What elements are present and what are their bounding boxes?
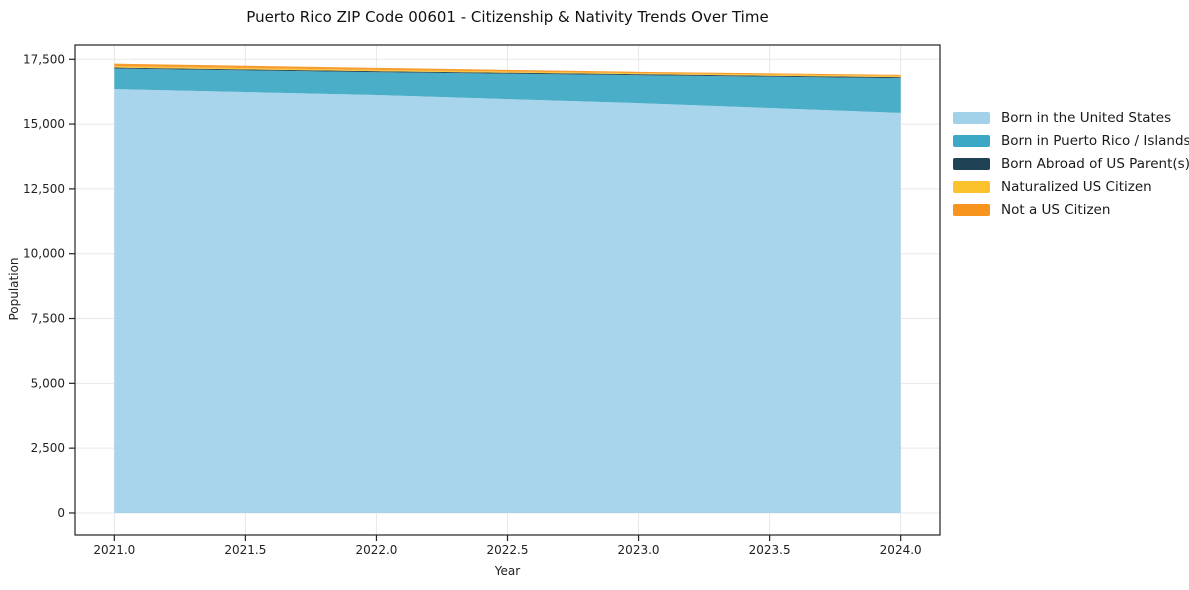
y-tick-label: 12,500 — [23, 182, 65, 196]
x-tick-label: 2023.0 — [618, 543, 660, 557]
legend-label: Born in the United States — [1001, 109, 1172, 126]
legend-item-3: Naturalized US Citizen — [953, 176, 1189, 199]
x-tick-label: 2023.5 — [749, 543, 791, 557]
legend-swatch-icon — [953, 157, 990, 170]
legend-label: Not a US Citizen — [1001, 202, 1111, 219]
legend-label: Born in Puerto Rico / Islands — [1001, 132, 1189, 149]
chart-title: Puerto Rico ZIP Code 00601 - Citizenship… — [246, 8, 769, 26]
x-tick-label: 2022.0 — [355, 543, 397, 557]
legend-swatch-icon — [953, 134, 990, 147]
y-tick-label: 5,000 — [31, 376, 65, 390]
legend-item-1: Born in Puerto Rico / Islands — [953, 129, 1189, 152]
y-tick-label: 0 — [57, 506, 65, 520]
area-series-4 — [114, 63, 901, 76]
x-tick-label: 2022.5 — [487, 543, 529, 557]
legend-item-2: Born Abroad of US Parent(s) — [953, 152, 1189, 175]
y-tick-label: 2,500 — [31, 441, 65, 455]
y-tick-label: 17,500 — [23, 52, 65, 66]
area-series-0 — [114, 89, 901, 513]
legend-label: Naturalized US Citizen — [1001, 179, 1152, 196]
x-tick-label: 2021.5 — [224, 543, 266, 557]
y-axis-label: Population — [7, 257, 21, 321]
legend-swatch-icon — [953, 111, 990, 124]
legend-item-4: Not a US Citizen — [953, 199, 1189, 222]
area-series-2 — [114, 67, 901, 79]
legend-label: Born Abroad of US Parent(s) — [1001, 155, 1189, 172]
x-axis-label: Year — [494, 564, 521, 578]
area-series-3 — [114, 66, 901, 78]
x-tick-label: 2024.0 — [880, 543, 922, 557]
legend: Born in the United States Born in Puerto … — [953, 106, 1189, 222]
y-tick-label: 10,000 — [23, 247, 65, 261]
area-series-1 — [114, 68, 901, 113]
y-tick-label: 7,500 — [31, 312, 65, 326]
legend-swatch-icon — [953, 204, 990, 217]
legend-item-0: Born in the United States — [953, 106, 1189, 129]
legend-swatch-icon — [953, 181, 990, 194]
y-tick-label: 15,000 — [23, 117, 65, 131]
x-tick-label: 2021.0 — [93, 543, 135, 557]
